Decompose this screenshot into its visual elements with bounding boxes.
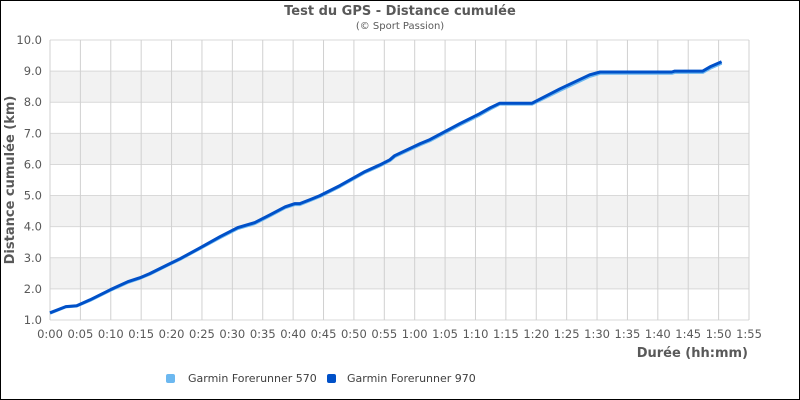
- x-tick-label: 0:35: [250, 327, 276, 341]
- x-tick-label: 0:25: [189, 327, 215, 341]
- legend-marker-570: [166, 374, 175, 383]
- y-tick-label: 6.0: [24, 157, 42, 171]
- x-tick-label: 1:30: [584, 327, 610, 341]
- x-tick-label: 0:15: [128, 327, 154, 341]
- legend-label-570: Garmin Forerunner 570: [188, 372, 317, 385]
- x-tick-label: 1:45: [675, 327, 701, 341]
- x-tick-label: 0:10: [98, 327, 124, 341]
- x-tick-label: 1:00: [402, 327, 428, 341]
- x-tick-labels: 0:00 0:05 0:10 0:15 0:20 0:25 0:30 0:35 0:40 0:45…: [37, 327, 762, 341]
- y-tick-label: 8.0: [24, 95, 42, 109]
- x-tick-label: 0:50: [341, 327, 367, 341]
- y-tick-label: 3.0: [24, 251, 42, 265]
- x-axis-label: Durée (hh:mm): [637, 346, 748, 361]
- x-tick-label: 0:00: [37, 327, 63, 341]
- x-tick-label: 1:50: [706, 327, 732, 341]
- grid-band: [50, 195, 749, 227]
- x-tick-label: 1:40: [645, 327, 671, 341]
- y-tick-label: 1.0: [24, 313, 42, 327]
- y-tick-label: 9.0: [24, 64, 42, 78]
- chart-title: Test du GPS - Distance cumulée: [284, 4, 516, 19]
- x-tick-label: 0:45: [311, 327, 337, 341]
- legend-label-970: Garmin Forerunner 970: [347, 372, 476, 385]
- grid-band: [50, 133, 749, 165]
- x-tick-label: 1:15: [493, 327, 519, 341]
- y-tick-label: 5.0: [24, 189, 42, 203]
- x-tick-label: 0:40: [280, 327, 306, 341]
- chart-subtitle: (© Sport Passion): [356, 21, 444, 32]
- x-tick-label: 1:05: [432, 327, 458, 341]
- grid-band: [50, 257, 749, 289]
- series-line-970: [49, 60, 723, 315]
- y-tick-label: 7.0: [24, 126, 42, 140]
- x-tick-label: 0:20: [159, 327, 185, 341]
- grid-bands: [50, 71, 749, 289]
- grid-band: [50, 71, 749, 103]
- x-tick-label: 1:20: [523, 327, 549, 341]
- x-tick-label: 1:55: [736, 327, 762, 341]
- x-tick-label: 0:05: [67, 327, 93, 341]
- y-tick-label: 2.0: [24, 282, 42, 296]
- legend: Garmin Forerunner 570 Garmin Forerunner …: [166, 372, 476, 385]
- y-tick-labels: 1.0 2.0 3.0 4.0 5.0 6.0 7.0 8.0 9.0 10.0: [16, 33, 42, 327]
- y-axis-label: Distance cumulée (km): [3, 96, 18, 265]
- legend-marker-970: [327, 374, 336, 383]
- x-tick-label: 1:25: [554, 327, 580, 341]
- x-tick-label: 0:30: [219, 327, 245, 341]
- y-tick-label: 10.0: [16, 33, 42, 47]
- x-tick-label: 1:10: [463, 327, 489, 341]
- series-lines: [49, 60, 723, 315]
- x-tick-label: 1:35: [615, 327, 641, 341]
- y-tick-label: 4.0: [24, 220, 42, 234]
- gridlines: [49, 39, 750, 321]
- x-tick-label: 0:55: [371, 327, 397, 341]
